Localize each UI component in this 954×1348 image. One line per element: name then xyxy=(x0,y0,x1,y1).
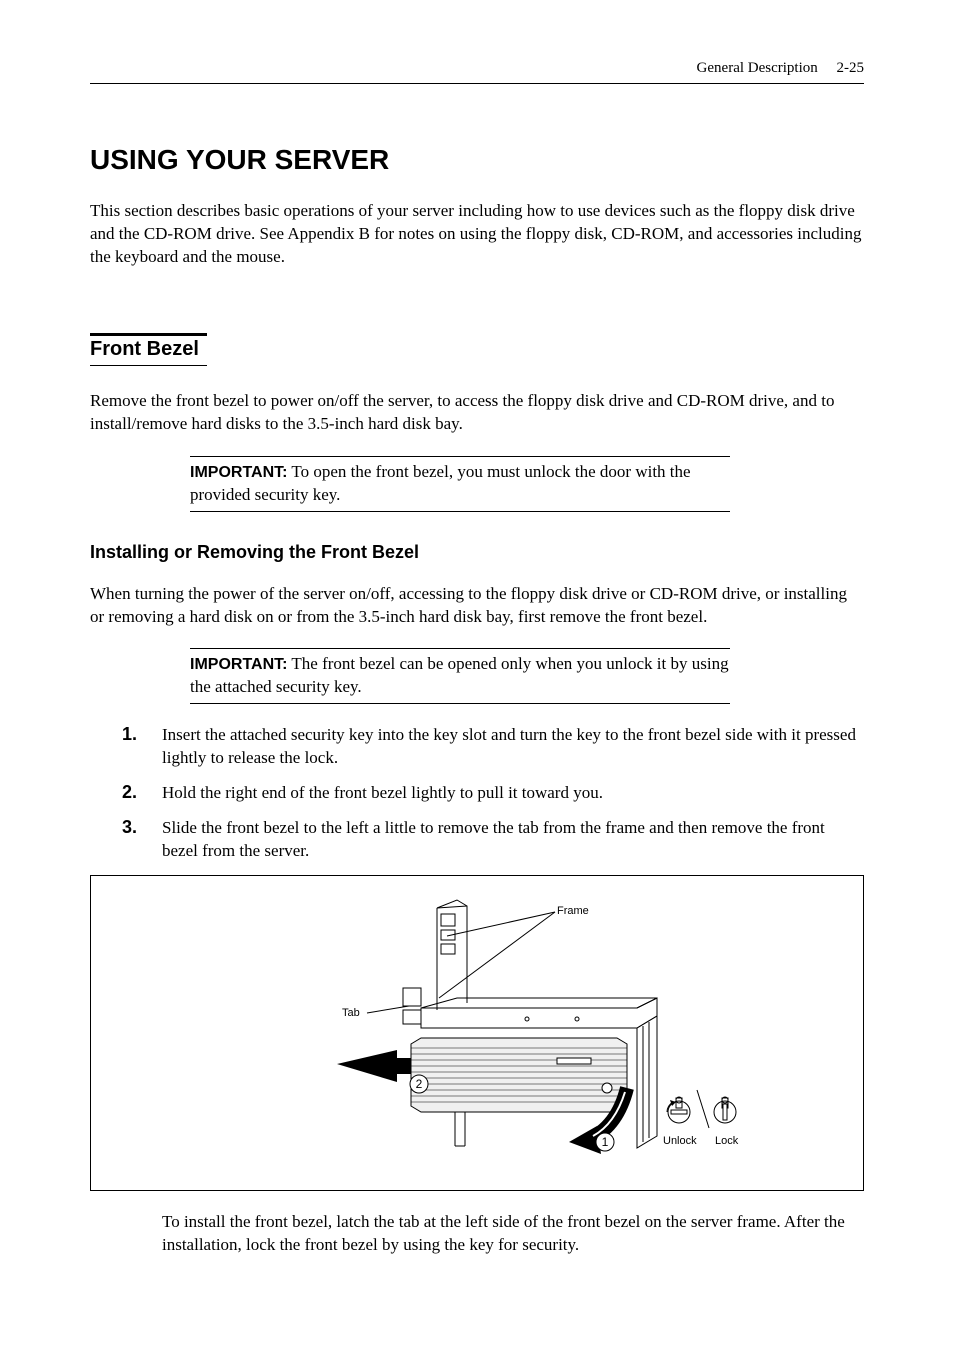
list-item: 1. Insert the attached security key into… xyxy=(90,724,864,770)
svg-text:2: 2 xyxy=(416,1077,423,1091)
subsection-intro: When turning the power of the server on/… xyxy=(90,583,864,629)
step-text: Slide the front bezel to the left a litt… xyxy=(162,817,864,863)
lock-icon xyxy=(714,1097,736,1123)
important-label-1: IMPORTANT: xyxy=(190,464,287,481)
section-heading: Front Bezel xyxy=(90,338,207,366)
figure-label-tab: Tab xyxy=(342,1007,360,1019)
important-note-1: IMPORTANT: To open the front bezel, you … xyxy=(190,456,730,512)
page-header: General Description 2-25 xyxy=(90,60,864,84)
list-item: 2. Hold the right end of the front bezel… xyxy=(90,782,864,805)
section-heading-wrap: Front Bezel xyxy=(90,333,207,366)
step-text: Insert the attached security key into th… xyxy=(162,724,864,770)
step-text: Hold the right end of the front bezel li… xyxy=(162,782,864,805)
page-title: USING YOUR SERVER xyxy=(90,144,864,176)
unlock-icon xyxy=(667,1097,690,1123)
arrow-slide-left xyxy=(337,1050,411,1082)
step-number: 3. xyxy=(90,817,162,838)
callout-1: 1 xyxy=(596,1133,614,1151)
important-label-2: IMPORTANT: xyxy=(190,656,287,673)
post-figure-text: To install the front bezel, latch the ta… xyxy=(162,1211,864,1257)
important-note-2: IMPORTANT: The front bezel can be opened… xyxy=(190,648,730,704)
figure-label-unlock: Unlock xyxy=(663,1135,697,1147)
front-bezel-drawing xyxy=(407,1038,631,1112)
figure-label-frame: Frame xyxy=(557,905,589,917)
figure-container: Frame Tab xyxy=(90,875,864,1191)
header-section-title: General Description xyxy=(697,60,818,76)
step-number: 1. xyxy=(90,724,162,745)
bezel-diagram: Frame Tab xyxy=(197,888,757,1178)
front-bezel-intro: Remove the front bezel to power on/off t… xyxy=(90,390,864,436)
lock-divider xyxy=(697,1090,709,1128)
list-item: 3. Slide the front bezel to the left a l… xyxy=(90,817,864,863)
header-page-ref: 2-25 xyxy=(837,60,865,76)
svg-text:1: 1 xyxy=(602,1135,609,1149)
figure-label-lock: Lock xyxy=(715,1135,739,1147)
intro-paragraph: This section describes basic operations … xyxy=(90,200,864,269)
chassis-leg xyxy=(455,1112,465,1146)
subsection-heading: Installing or Removing the Front Bezel xyxy=(90,542,864,563)
callout-2: 2 xyxy=(410,1075,428,1093)
step-number: 2. xyxy=(90,782,162,803)
steps-list: 1. Insert the attached security key into… xyxy=(90,724,864,863)
